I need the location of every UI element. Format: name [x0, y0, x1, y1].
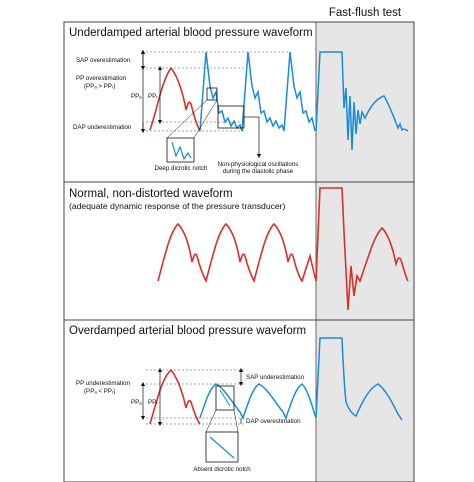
panel-overdamped-title: Overdamped arterial blood pressure wavef…	[69, 325, 306, 337]
absent-notch-inset-trace	[209, 436, 235, 459]
absent-notch-link-right	[233, 409, 239, 433]
deep-notch-label: Deep dicrotic notch	[155, 165, 209, 172]
underdamped-reference-beat	[149, 66, 201, 132]
notch-zoom-link-right	[193, 99, 218, 139]
panel-underdamped-title: Underdamped arterial blood pressure wave…	[69, 27, 313, 39]
pp-overestimation-label: PP overestimation	[76, 75, 127, 82]
notch-highlight-box	[206, 87, 218, 101]
notch-inset-box	[166, 137, 195, 163]
pp-a-label: PPₐ	[131, 93, 142, 100]
notch-inset-trace	[171, 141, 192, 161]
absent-notch-highlight-box	[215, 385, 235, 411]
pp-a-label-od: PPₐ	[131, 399, 142, 406]
panel-normal-title: Normal, non-distorted waveform	[69, 188, 233, 200]
notch-zoom-link-left	[166, 99, 208, 139]
pp-overestimation-relation: (PPₐ > PPᵣ)	[84, 83, 115, 90]
underdamped-flush-waveform	[315, 51, 409, 151]
sap-overestimation-label: SAP overestimation	[76, 57, 131, 64]
dap-underestimation-label: DAP underestimation	[73, 124, 132, 131]
overdamped-measured-waveform	[199, 383, 317, 420]
absent-notch-link-left	[205, 409, 217, 433]
pp-r-label-od: PPᵣ	[148, 399, 158, 406]
panel-normal-subtitle: (adequate dynamic response of the pressu…	[69, 201, 286, 211]
oscillation-label-line2: during the diastolic phase	[223, 168, 294, 175]
sap-underestimation-label: SAP underestimation	[246, 374, 305, 381]
overdamped-reference-beat	[149, 368, 201, 425]
pp-r-label: PPᵣ	[148, 93, 158, 100]
oscillation-label-line1: Non-physiological oscillations	[218, 161, 299, 168]
absent-notch-box-trace	[219, 389, 231, 407]
flush-column	[316, 22, 414, 482]
overdamped-flush-waveform	[315, 337, 403, 421]
absent-notch-label: Absent dicrotic notch	[193, 466, 251, 473]
pp-underestimation-relation: (PPₐ < PPᵣ)	[84, 388, 115, 395]
panel-overdamped-frame	[63, 319, 415, 482]
normal-flush-waveform	[315, 187, 409, 311]
pp-underestimation-label: PP underestimation	[76, 380, 130, 387]
flush-title: Fast-flush test	[329, 7, 402, 19]
underdamped-measured-waveform	[199, 51, 316, 132]
dap-overestimation-label: DAP overestimation	[246, 418, 301, 425]
normal-waveform	[157, 222, 317, 284]
